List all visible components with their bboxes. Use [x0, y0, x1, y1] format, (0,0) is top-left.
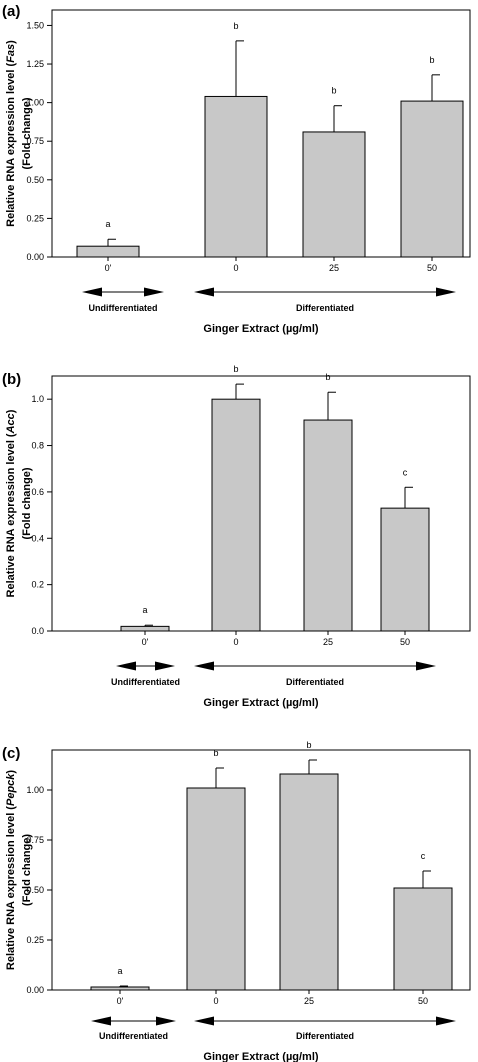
group-label-undifferentiated: Undifferentiated [88, 303, 157, 313]
x-tick-label: 0 [233, 263, 238, 273]
x-tick-label: 25 [304, 996, 314, 1006]
differentiated-arrow [194, 1016, 456, 1026]
bar [211, 398, 261, 632]
plot-frame [51, 749, 471, 991]
significance-letter: a [105, 219, 110, 229]
significance-letter: b [213, 748, 218, 758]
arrow-head-left [194, 287, 214, 297]
x-tick-label: 50 [418, 996, 428, 1006]
y-tick-label: 0.75 [26, 835, 44, 845]
significance-letter: b [233, 21, 238, 31]
y-axis-label-units: (Fold change) [21, 97, 33, 169]
y-tick-label: 0.75 [26, 136, 44, 146]
arrow-head-right [144, 287, 164, 297]
y-tick-label: 0.6 [31, 487, 44, 497]
y-tick-label: 0.8 [31, 441, 44, 451]
y-axis-label-units: (Fold change) [21, 834, 33, 906]
bar [76, 245, 140, 258]
x-tick-label: 50 [427, 263, 437, 273]
undifferentiated-arrow [116, 661, 175, 671]
x-tick-label: 0 [233, 637, 238, 647]
undifferentiated-arrow [82, 287, 164, 297]
group-label-undifferentiated: Undifferentiated [99, 1031, 168, 1041]
arrow-head-right [436, 287, 456, 297]
chart-panel-3: (c) 0.00 0.25 0.50 0.75 1.00 a 0' b 0 b 25 c 50 Undiff… [2, 740, 471, 1062]
y-tick-label: 0.25 [26, 213, 44, 223]
arrow-head-right [436, 1016, 456, 1026]
x-tick-label: 0' [142, 637, 149, 647]
group-label-differentiated: Differentiated [296, 1031, 354, 1041]
panel-label: (c) [2, 745, 20, 762]
y-axis-label-units: (Fold change) [21, 467, 33, 539]
y-tick-label: 1.25 [26, 59, 44, 69]
y-tick-label: 0.2 [31, 580, 44, 590]
group-label-differentiated: Differentiated [286, 677, 344, 687]
bar [380, 507, 430, 632]
plot-frame [51, 375, 471, 632]
y-tick-label: 1.0 [31, 394, 44, 404]
x-tick-label: 0' [105, 263, 112, 273]
group-label-differentiated: Differentiated [296, 303, 354, 313]
bar [303, 419, 353, 632]
significance-letter: a [142, 605, 147, 615]
y-tick-label: 0.50 [26, 885, 44, 895]
group-label-undifferentiated: Undifferentiated [111, 677, 180, 687]
bar [279, 773, 339, 991]
y-tick-label: 0.25 [26, 935, 44, 945]
arrow-head-right [155, 661, 175, 671]
bar [90, 986, 150, 991]
y-tick-label: 0.4 [31, 533, 44, 543]
bar [400, 100, 464, 258]
bar [393, 887, 453, 991]
significance-letter: b [325, 372, 330, 382]
x-tick-label: 25 [329, 263, 339, 273]
significance-letter: b [233, 364, 238, 374]
panel-label: (a) [2, 3, 20, 20]
significance-letter: b [331, 86, 336, 96]
x-axis-label: Ginger Extract (µg/ml) [203, 697, 318, 709]
arrow-head-left [194, 1016, 214, 1026]
bar [302, 131, 366, 258]
x-axis-label: Ginger Extract (µg/ml) [203, 323, 318, 335]
arrow-head-left [82, 287, 102, 297]
x-tick-label: 50 [400, 637, 410, 647]
significance-letter: a [117, 966, 122, 976]
arrow-head-right [416, 661, 436, 671]
significance-letter: c [403, 467, 408, 477]
arrow-head-left [91, 1016, 111, 1026]
x-axis-label: Ginger Extract (µg/ml) [203, 1051, 318, 1062]
differentiated-arrow [194, 661, 436, 671]
differentiated-arrow [194, 287, 456, 297]
y-tick-label: 1.00 [26, 98, 44, 108]
y-tick-label: 1.50 [26, 20, 44, 30]
y-tick-label: 0.0 [31, 626, 44, 636]
y-tick-label: 0.00 [26, 985, 44, 995]
panel-label: (b) [2, 371, 21, 388]
arrow-head-left [194, 661, 214, 671]
x-tick-label: 0 [213, 996, 218, 1006]
bar [120, 625, 170, 632]
significance-letter: b [429, 55, 434, 65]
y-axis-label: Relative RNA expression level (Pepck) [5, 770, 17, 970]
undifferentiated-arrow [91, 1016, 176, 1026]
chart-panel-1: (a) 0.00 0.25 0.50 0.75 1.00 1.25 1.50 a 0' b 0 b 25 b… [2, 3, 471, 335]
significance-letter: c [421, 851, 426, 861]
significance-letter: b [306, 740, 311, 750]
bar [186, 787, 246, 991]
y-tick-label: 1.00 [26, 785, 44, 795]
arrow-head-right [156, 1016, 176, 1026]
x-tick-label: 25 [323, 637, 333, 647]
y-tick-label: 0.50 [26, 175, 44, 185]
y-tick-label: 0.00 [26, 252, 44, 262]
arrow-head-left [116, 661, 136, 671]
x-tick-label: 0' [117, 996, 124, 1006]
bar [204, 95, 268, 258]
y-axis-label: Relative RNA expression level (Acc) [5, 409, 17, 597]
chart-panel-2: (b) 0.0 0.2 0.4 0.6 0.8 1.0 a 0' b 0 b 25 c 50 Undiffer… [2, 364, 471, 709]
y-axis-label: Relative RNA expression level (Fas) [5, 40, 17, 227]
